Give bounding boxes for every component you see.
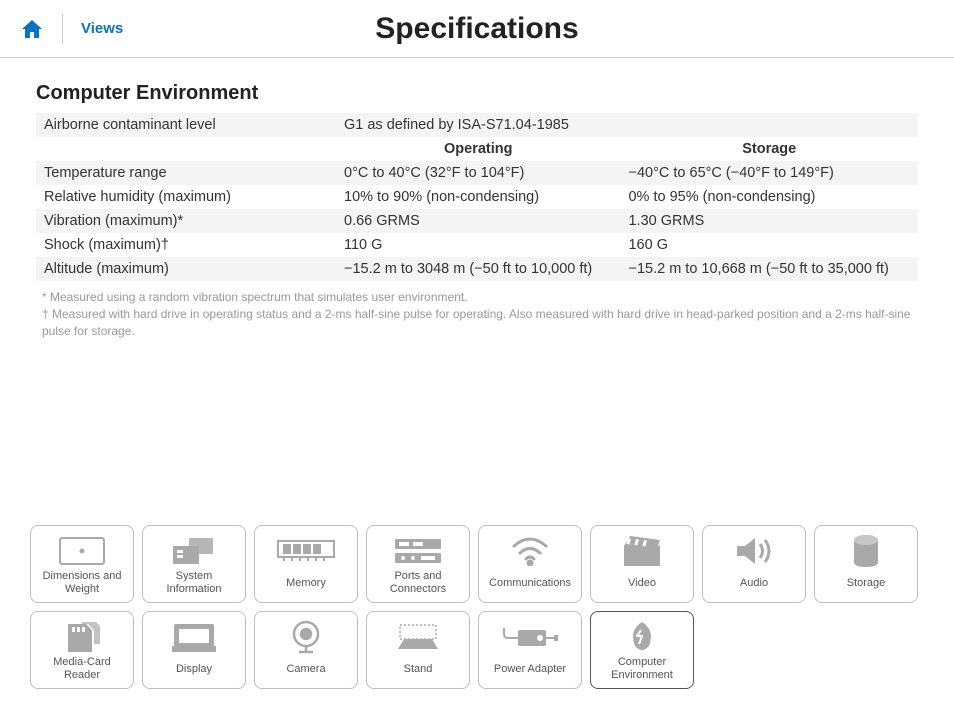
footnote: * Measured using a random vibration spec… — [42, 289, 918, 306]
nav-ports[interactable]: Ports and Connectors — [366, 525, 470, 603]
nav-label: Display — [176, 656, 212, 682]
nav-label: Dimensions and Weight — [35, 570, 129, 596]
spec-operating: 10% to 90% (non-condensing) — [336, 185, 620, 209]
views-button[interactable]: Views — [63, 20, 123, 37]
spec-operating: 0°C to 40°C (32°F to 104°F) — [336, 161, 620, 185]
spec-storage: −15.2 m to 10,668 m (−50 ft to 35,000 ft… — [620, 257, 918, 281]
storage-icon — [852, 532, 880, 570]
nav-video[interactable]: Video — [590, 525, 694, 603]
sysinfo-icon — [171, 532, 217, 570]
footnotes: * Measured using a random vibration spec… — [36, 289, 918, 339]
power-icon — [500, 618, 560, 656]
nav-display[interactable]: Display — [142, 611, 246, 689]
nav-dimensions[interactable]: Dimensions and Weight — [30, 525, 134, 603]
nav-label: Ports and Connectors — [371, 570, 465, 596]
table-row: Temperature range 0°C to 40°C (32°F to 1… — [36, 161, 918, 185]
spec-storage: 160 G — [620, 233, 918, 257]
nav-label: Power Adapter — [494, 656, 566, 682]
table-row: Airborne contaminant level G1 as defined… — [36, 113, 918, 137]
leaf-icon — [627, 618, 657, 656]
table-row: Vibration (maximum)* 0.66 GRMS 1.30 GRMS — [36, 209, 918, 233]
spec-value: G1 as defined by ISA-S71.04-1985 — [336, 113, 918, 137]
spec-storage: −40°C to 65°C (−40°F to 149°F) — [620, 161, 918, 185]
nav-label: Stand — [404, 656, 433, 682]
table-row: Relative humidity (maximum) 10% to 90% (… — [36, 185, 918, 209]
nav-storage[interactable]: Storage — [814, 525, 918, 603]
spec-label: Altitude (maximum) — [36, 257, 336, 281]
dimensions-icon — [56, 532, 108, 570]
audio-icon — [735, 532, 773, 570]
nav-stand[interactable]: Stand — [366, 611, 470, 689]
home-icon — [20, 18, 44, 40]
nav-label: Computer Environment — [595, 656, 689, 682]
wifi-icon — [510, 532, 550, 570]
nav-env[interactable]: Computer Environment — [590, 611, 694, 689]
spec-operating: 0.66 GRMS — [336, 209, 620, 233]
memory-icon — [276, 532, 336, 570]
table-row: Altitude (maximum) −15.2 m to 3048 m (−5… — [36, 257, 918, 281]
content-area: Computer Environment Airborne contaminan… — [0, 58, 954, 339]
spec-label: Temperature range — [36, 161, 336, 185]
nav-audio[interactable]: Audio — [702, 525, 806, 603]
spec-label: Shock (maximum)† — [36, 233, 336, 257]
spec-operating: −15.2 m to 3048 m (−50 ft to 10,000 ft) — [336, 257, 620, 281]
nav-label: Memory — [286, 570, 326, 596]
nav-label: Media-Card Reader — [35, 656, 129, 682]
nav-label: Video — [628, 570, 656, 596]
nav-camera[interactable]: Camera — [254, 611, 358, 689]
spec-label: Relative humidity (maximum) — [36, 185, 336, 209]
nav-label: Communications — [489, 570, 571, 596]
top-bar: Views Specifications — [0, 0, 954, 58]
spec-label: Vibration (maximum)* — [36, 209, 336, 233]
nav-label: System Information — [147, 570, 241, 596]
ports-icon — [393, 532, 443, 570]
table-header-row: Operating Storage — [36, 137, 918, 161]
nav-comms[interactable]: Communications — [478, 525, 582, 603]
section-title: Computer Environment — [36, 82, 918, 105]
display-icon — [171, 618, 217, 656]
nav-power[interactable]: Power Adapter — [478, 611, 582, 689]
nav-media[interactable]: Media-Card Reader — [30, 611, 134, 689]
page-title: Specifications — [0, 12, 954, 46]
spec-label: Airborne contaminant level — [36, 113, 336, 137]
col-operating: Operating — [336, 137, 620, 161]
video-icon — [622, 532, 662, 570]
spec-operating: 110 G — [336, 233, 620, 257]
spec-storage: 0% to 95% (non-condensing) — [620, 185, 918, 209]
nav-sysinfo[interactable]: System Information — [142, 525, 246, 603]
stand-icon — [394, 618, 442, 656]
footnote: † Measured with hard drive in operating … — [42, 306, 918, 340]
nav-label: Camera — [286, 656, 325, 682]
camera-icon — [289, 618, 323, 656]
nav-grid: Dimensions and Weight System Information… — [30, 525, 930, 689]
spec-storage: 1.30 GRMS — [620, 209, 918, 233]
spec-table: Airborne contaminant level G1 as defined… — [36, 113, 918, 281]
col-storage: Storage — [620, 137, 918, 161]
nav-label: Storage — [847, 570, 886, 596]
sdcard-icon — [62, 618, 102, 656]
nav-label: Audio — [740, 570, 768, 596]
table-row: Shock (maximum)† 110 G 160 G — [36, 233, 918, 257]
home-button[interactable] — [20, 14, 63, 44]
nav-memory[interactable]: Memory — [254, 525, 358, 603]
